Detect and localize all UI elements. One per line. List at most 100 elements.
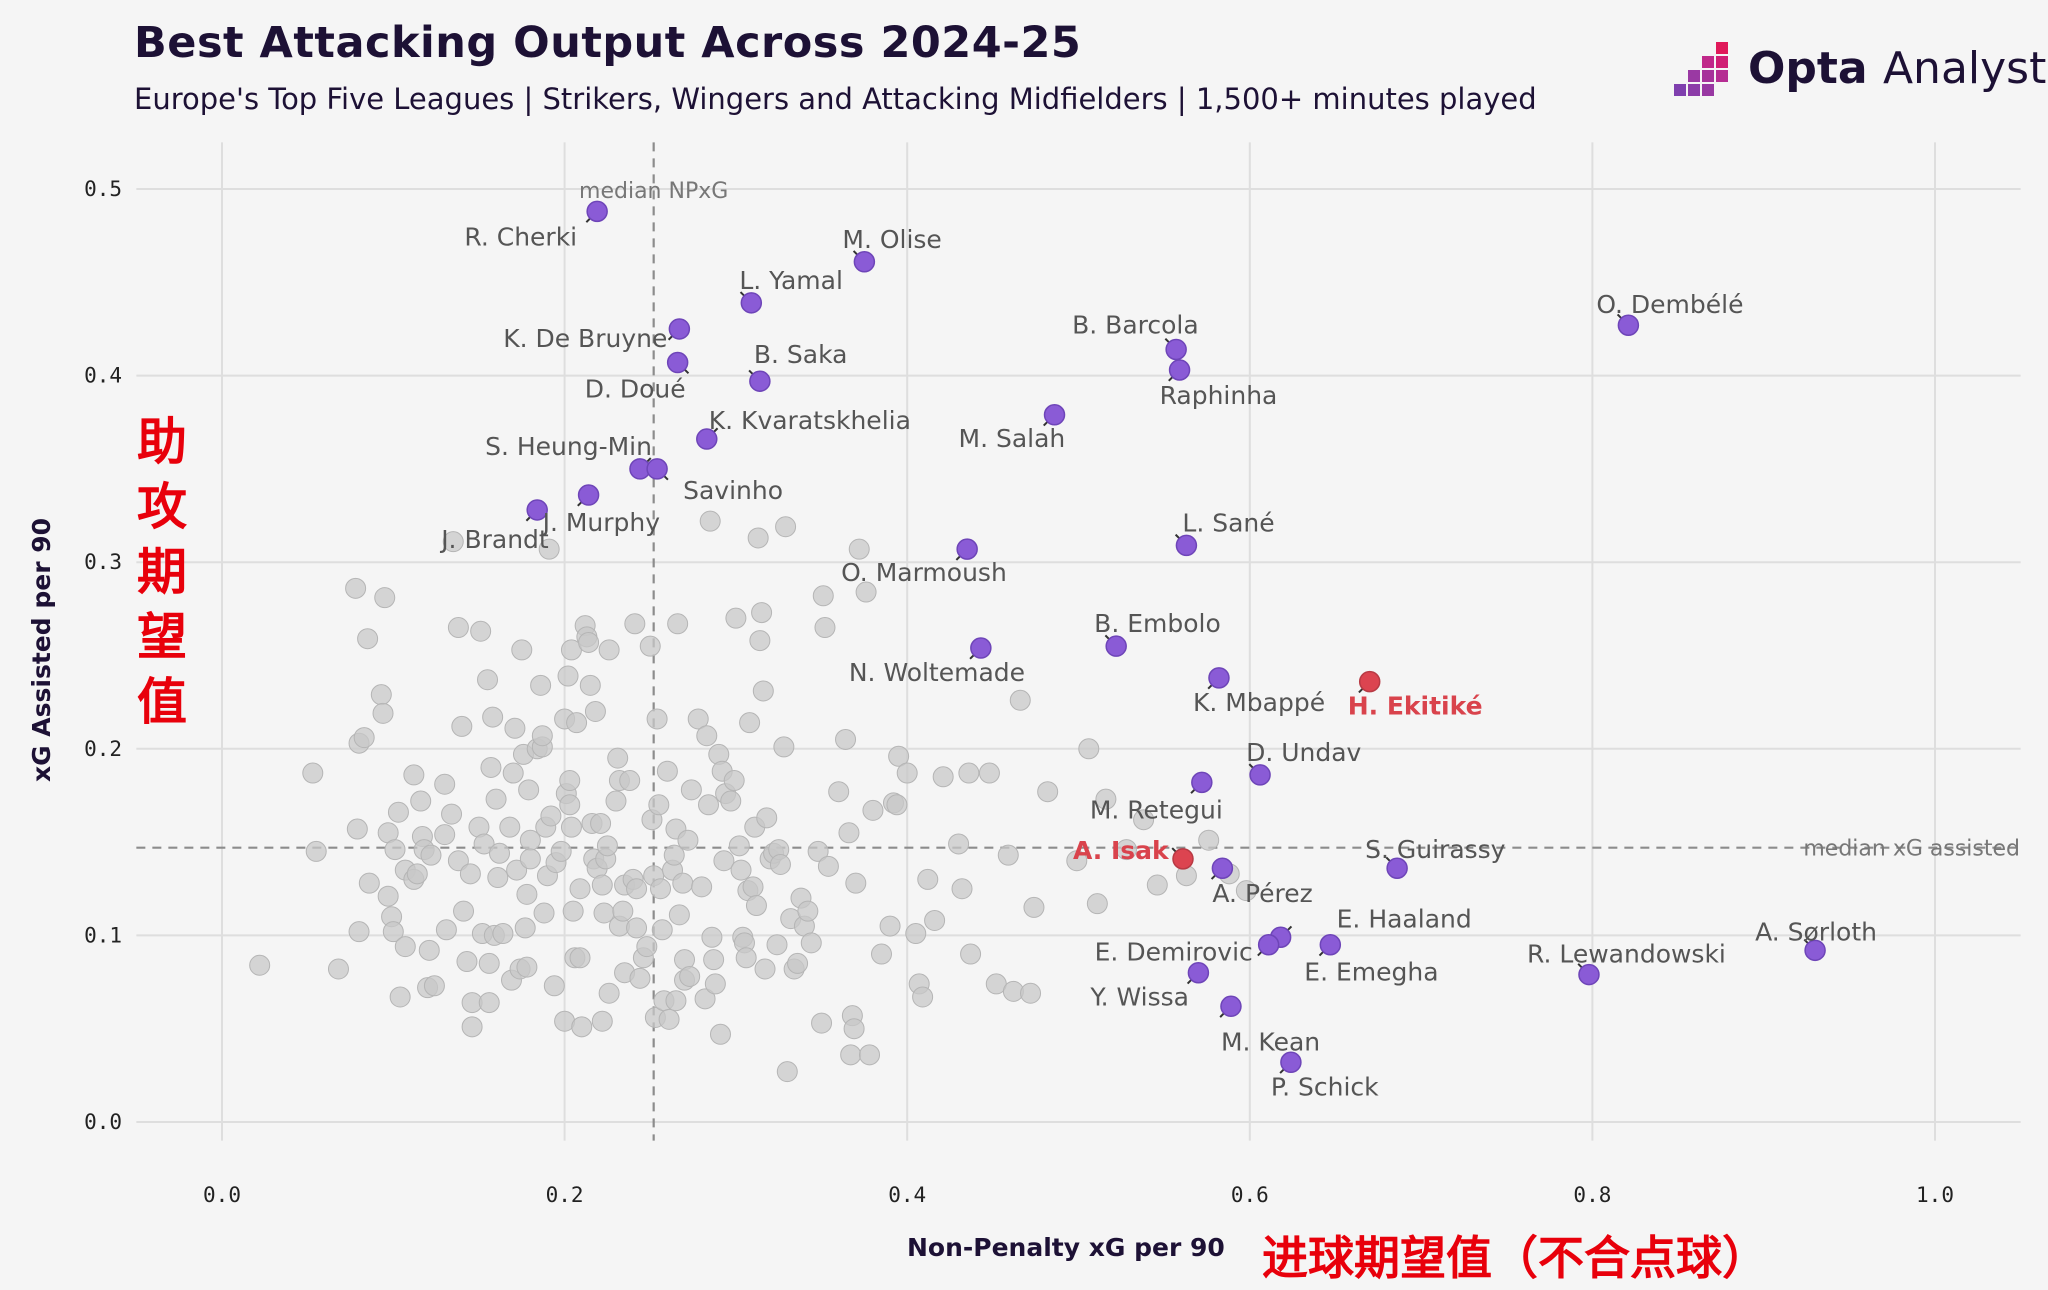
background-player-point <box>1095 788 1117 810</box>
background-player-point <box>739 712 761 734</box>
player-label: L. Sané <box>1182 508 1274 537</box>
background-player-point <box>451 715 473 737</box>
x-tick-label: 0.2 <box>546 1183 584 1207</box>
labeled-player-point <box>1257 933 1280 956</box>
labeled-player-point <box>1175 534 1198 557</box>
x-tick-label: 0.8 <box>1573 1183 1611 1207</box>
player-label: M. Retegui <box>1090 795 1223 824</box>
y-tick-label: 0.0 <box>84 1110 122 1134</box>
background-player-point <box>384 839 406 861</box>
background-player-point <box>709 1023 731 1045</box>
player-label: P. Schick <box>1271 1072 1379 1101</box>
player-label: B. Saka <box>754 340 848 369</box>
background-player-point <box>624 613 646 635</box>
labeled-player-point <box>1804 939 1826 962</box>
background-player-point <box>720 790 742 812</box>
background-player-point <box>814 617 836 639</box>
background-player-point <box>598 982 620 1004</box>
background-player-point <box>651 919 673 941</box>
background-player-point <box>626 917 648 939</box>
background-player-point <box>382 921 404 943</box>
player-label: O. Dembélé <box>1596 290 1743 319</box>
background-player-point <box>626 878 648 900</box>
background-player-point <box>516 956 538 978</box>
background-player-point <box>249 954 271 976</box>
background-player-point <box>656 760 678 782</box>
background-player-point <box>480 756 502 778</box>
labeled-player-point <box>956 538 978 560</box>
player-label: S. Guirassy <box>1365 835 1506 864</box>
background-player-point <box>951 878 973 900</box>
labeled-player-point <box>577 484 600 506</box>
background-player-point <box>848 538 870 560</box>
background-player-point <box>423 975 445 997</box>
background-player-point <box>754 958 776 980</box>
player-label: E. Demirovic <box>1095 938 1253 967</box>
background-player-point <box>538 538 560 560</box>
background-player-point <box>845 872 867 894</box>
background-player-point <box>1009 689 1031 711</box>
background-player-point <box>917 868 939 890</box>
player-label: B. Embolo <box>1094 609 1221 638</box>
background-player-point <box>387 801 409 823</box>
background-player-point <box>442 531 464 553</box>
background-player-point <box>691 876 713 898</box>
background-player-point <box>1198 829 1220 851</box>
background-player-point <box>766 934 788 956</box>
background-player-point <box>571 1016 593 1038</box>
background-player-point <box>519 848 541 870</box>
background-player-point <box>559 770 581 792</box>
background-player-point <box>650 878 672 900</box>
background-player-point <box>1037 781 1059 803</box>
player-label: E. Haaland <box>1337 904 1472 933</box>
player-label: R. Cherki <box>464 222 577 251</box>
background-player-point <box>456 951 478 973</box>
player-label: H. Ekitiké <box>1348 692 1483 721</box>
background-player-point <box>636 936 658 958</box>
background-player-point <box>579 674 601 696</box>
background-player-point <box>453 900 475 922</box>
background-player-point <box>1235 880 1257 902</box>
labeled-player-point <box>1249 764 1271 786</box>
background-player-point <box>441 803 463 825</box>
x-axis-title: Non-Penalty xG per 90 <box>907 1233 1225 1262</box>
labeled-player-point <box>970 637 992 659</box>
background-player-point <box>578 631 600 653</box>
background-player-point <box>862 799 884 821</box>
player-label: S. Heung-Min <box>485 432 652 461</box>
background-player-point <box>811 1012 833 1034</box>
background-player-point <box>658 1008 680 1030</box>
background-player-point <box>756 807 778 829</box>
background-player-point <box>530 674 552 696</box>
background-player-point <box>584 700 606 722</box>
background-player-point <box>888 745 910 767</box>
y-tick-label: 0.3 <box>84 550 122 574</box>
background-player-point <box>958 762 980 784</box>
background-player-point <box>353 727 375 749</box>
background-player-point <box>828 781 850 803</box>
y-axis-title: xG Assisted per 90 <box>27 518 56 782</box>
x-tick-label: 0.0 <box>203 1183 241 1207</box>
background-player-point <box>596 835 618 857</box>
background-player-point <box>672 872 694 894</box>
background-player-point <box>665 990 687 1012</box>
background-player-point <box>514 917 536 939</box>
background-player-point <box>447 617 469 639</box>
y-tick-label: 0.2 <box>84 737 122 761</box>
background-player-point <box>735 947 757 969</box>
background-player-point <box>435 919 457 941</box>
background-player-point <box>776 1061 798 1083</box>
background-player-point <box>569 947 591 969</box>
background-player-point <box>843 1018 865 1040</box>
labeled-player-point <box>1578 963 1600 986</box>
background-player-point <box>646 708 668 730</box>
background-player-point <box>566 712 588 734</box>
player-label: K. Mbappé <box>1193 688 1325 717</box>
labeled-player-point <box>1168 359 1191 381</box>
logo-text: Opta Analyst <box>1748 42 2047 94</box>
background-player-point <box>749 630 771 652</box>
player-label: B. Barcola <box>1072 310 1199 339</box>
y-tick-label: 0.5 <box>84 177 122 201</box>
background-player-point <box>420 844 442 866</box>
